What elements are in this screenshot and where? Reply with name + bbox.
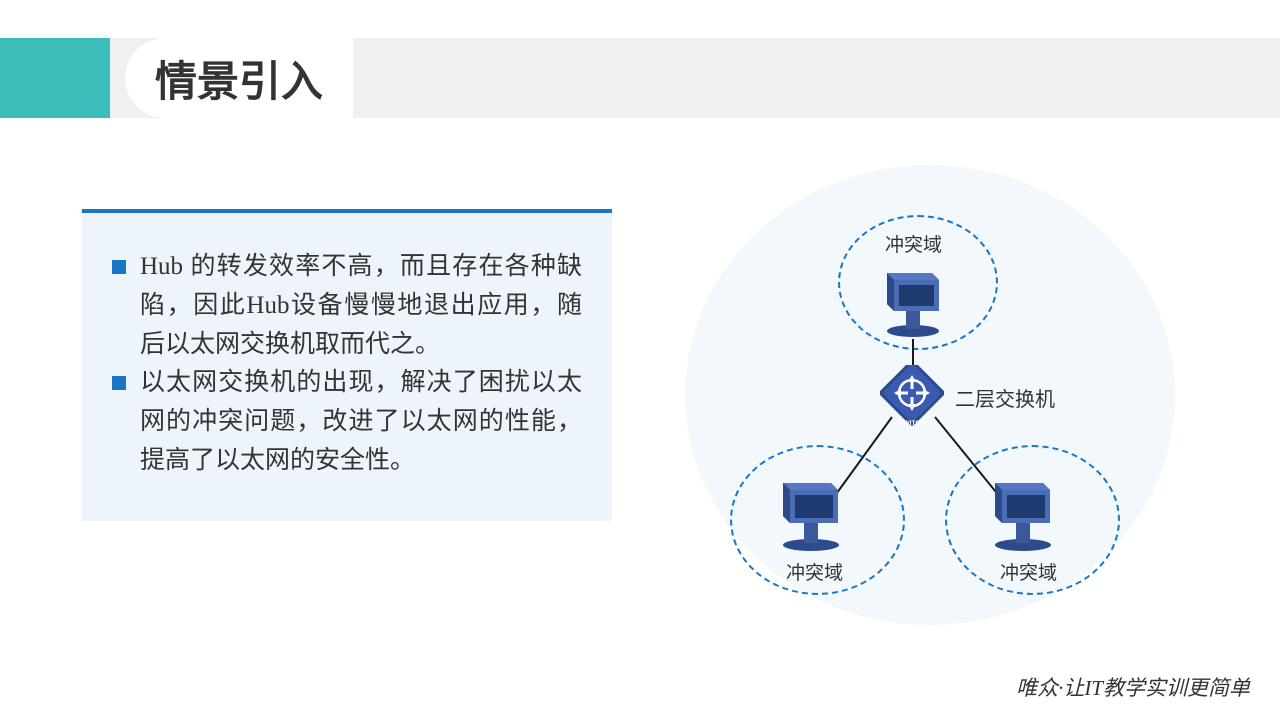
collision-domain-label-left: 冲突域 <box>786 558 843 585</box>
collision-domain-label-top: 冲突域 <box>885 230 942 257</box>
bullet-square-icon <box>112 260 126 274</box>
title-container: 情景引入 <box>125 38 353 118</box>
network-diagram: SWITCH <box>660 165 1220 635</box>
switch-icon: SWITCH <box>880 365 944 429</box>
computer-icon-right <box>990 477 1056 553</box>
computer-icon-left <box>778 477 844 553</box>
content-box: Hub 的转发效率不高，而且存在各种缺陷，因此Hub设备慢慢地退出应用，随后以太… <box>82 209 612 521</box>
bullet-item: 以太网交换机的出现，解决了困扰以太网的冲突问题，改进了以太网的性能，提高了以太网… <box>112 364 582 480</box>
page-title: 情景引入 <box>155 48 323 109</box>
switch-label: 二层交换机 <box>955 383 1055 412</box>
computer-icon-top <box>882 267 944 339</box>
collision-domain-label-right: 冲突域 <box>1000 558 1057 585</box>
bullet-square-icon <box>112 376 126 390</box>
svg-text:SWITCH: SWITCH <box>899 420 925 427</box>
footer-slogan: 唯众·让IT教学实训更简单 <box>1016 672 1250 702</box>
teal-accent-block <box>0 38 110 118</box>
bullet-item: Hub 的转发效率不高，而且存在各种缺陷，因此Hub设备慢慢地退出应用，随后以太… <box>112 248 582 364</box>
bullet-text: 以太网交换机的出现，解决了困扰以太网的冲突问题，改进了以太网的性能，提高了以太网… <box>140 364 582 480</box>
bullet-text: Hub 的转发效率不高，而且存在各种缺陷，因此Hub设备慢慢地退出应用，随后以太… <box>140 248 582 364</box>
